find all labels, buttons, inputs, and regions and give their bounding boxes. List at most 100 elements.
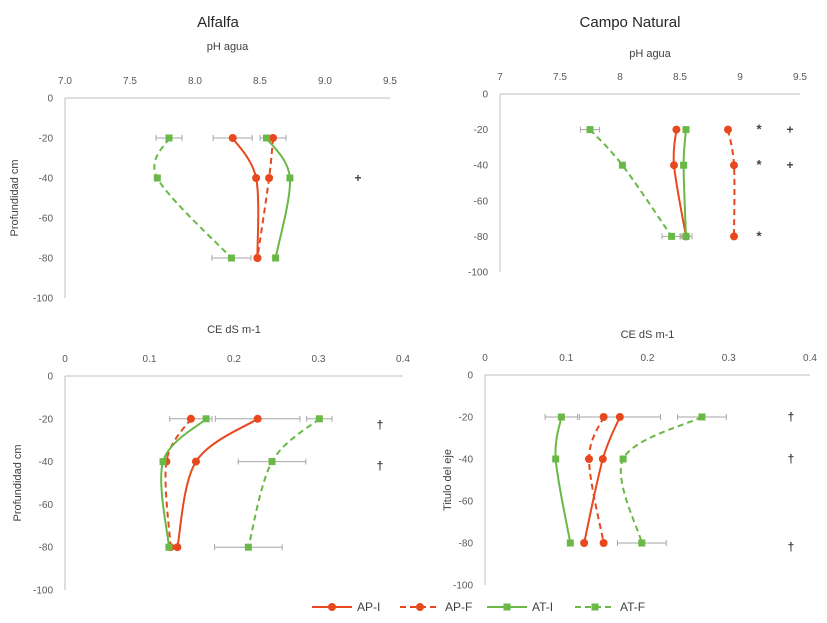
y-tick-label: -20 (39, 414, 54, 425)
data-point-at-i (272, 254, 280, 262)
series-line-ap-f (727, 129, 736, 237)
data-point-ap-f (599, 413, 608, 421)
x-tick-label: 8 (617, 72, 623, 83)
significance-mark: * (756, 157, 762, 172)
data-point-at-f (586, 126, 594, 134)
data-point-ap-i (670, 161, 678, 170)
data-point-at-i (286, 174, 294, 182)
series-line-ap-i (583, 416, 621, 544)
significance-mark: † (377, 418, 384, 432)
x-tick-label: 0.3 (312, 354, 326, 365)
legend-swatch-marker (416, 603, 424, 611)
x-tick-label: 9.5 (793, 72, 807, 83)
y-tick-label: -80 (474, 232, 489, 243)
x-tick-label: 0.2 (227, 354, 241, 365)
y-tick-label: -80 (39, 254, 54, 265)
data-point-ap-f (265, 174, 274, 182)
y-tick-label: -40 (459, 455, 474, 466)
y-tick-label: -80 (39, 543, 54, 554)
data-point-ap-i (252, 174, 261, 182)
data-point-ap-i (253, 414, 262, 423)
legend-label: AT-F (620, 600, 645, 614)
y-tick-label: -60 (459, 497, 474, 508)
data-point-ap-f (724, 125, 732, 134)
data-point-ap-f (730, 161, 738, 170)
legend-swatch-marker (503, 603, 511, 611)
data-point-at-i (682, 126, 690, 134)
y-tick-label: -60 (474, 196, 489, 207)
legend-item-at-i: AT-I (487, 600, 553, 614)
legend: AP-I AP-F AT-I AT-F (312, 600, 645, 614)
data-point-ap-f (730, 232, 738, 241)
y-tick-label: -40 (39, 457, 54, 468)
data-point-ap-i (228, 134, 237, 142)
y-tick-label: -60 (39, 500, 54, 511)
y-tick-label: 0 (47, 372, 53, 383)
data-point-at-i (165, 543, 173, 551)
data-point-at-f (668, 232, 676, 240)
legend-item-at-f: AT-F (575, 600, 645, 614)
x-tick-label: 7.5 (123, 76, 137, 87)
data-point-at-f (638, 539, 646, 547)
series-line-ap-i (176, 417, 259, 548)
series-line-ap-f (587, 416, 605, 544)
y-tick-label: -80 (459, 539, 474, 550)
data-point-at-f (268, 458, 276, 466)
y-axis-label: Profundidad cm (9, 159, 21, 236)
legend-item-ap-f: AP-F (400, 600, 472, 614)
significance-mark: + (786, 158, 793, 172)
x-tick-label: 0.2 (641, 353, 655, 364)
panel-title: pH agua (629, 48, 671, 60)
data-point-at-f (698, 413, 706, 421)
y-tick-label: -100 (33, 586, 53, 597)
data-point-ap-f (253, 254, 262, 262)
series-line-ap-f (256, 137, 274, 259)
data-point-at-f (315, 415, 323, 423)
data-point-ap-i (672, 125, 681, 134)
series-line-at-f (589, 128, 673, 237)
y-tick-label: -20 (39, 134, 54, 145)
series-line-at-i (265, 137, 291, 259)
y-tick-label: -20 (459, 413, 474, 424)
significance-mark: † (788, 452, 795, 466)
series-line-at-i (160, 418, 207, 548)
legend-item-ap-i: AP-I (312, 600, 380, 614)
significance-mark: † (377, 459, 384, 473)
x-tick-label: 0.4 (396, 354, 410, 365)
data-point-ap-i (615, 413, 624, 421)
x-tick-label: 7.0 (58, 76, 72, 87)
significance-mark: + (786, 123, 793, 137)
data-point-at-i (682, 232, 690, 240)
data-point-at-f (619, 455, 627, 463)
panel-title: CE dS m-1 (621, 329, 675, 341)
y-axis-label: Profundidad cm (12, 444, 24, 521)
y-tick-label: 0 (467, 371, 473, 382)
panel-title: CE dS m-1 (207, 324, 261, 336)
significance-mark: * (756, 228, 762, 243)
x-tick-label: 9.0 (318, 76, 332, 87)
x-tick-label: 8.5 (253, 76, 267, 87)
x-tick-label: 0.1 (143, 354, 157, 365)
data-point-at-f (153, 174, 161, 182)
data-point-at-i (263, 134, 270, 142)
x-tick-label: 8.5 (673, 72, 687, 83)
x-tick-label: 9 (737, 72, 743, 83)
data-point-ap-f (599, 539, 608, 547)
data-point-ap-f (585, 455, 593, 463)
data-point-at-i (552, 455, 560, 463)
data-point-ap-f (269, 134, 277, 142)
y-tick-label: -40 (39, 174, 54, 185)
x-tick-label: 0.4 (803, 353, 817, 364)
column-title-alfalfa: Alfalfa (197, 14, 239, 31)
data-point-at-f (244, 543, 252, 551)
chart-panel-4: CE dS m-1 0 0.1 0.2 0.3 0.4 0 -20 -40 -60 -80 -100 T… (442, 329, 817, 592)
y-tick-label: -100 (453, 581, 473, 592)
y-tick-label: 0 (482, 90, 488, 101)
data-point-at-f (165, 134, 173, 142)
y-tick-label: 0 (47, 94, 53, 105)
series-line-ap-f (164, 418, 192, 548)
x-tick-label: 8.0 (188, 76, 202, 87)
x-tick-label: 0.3 (722, 353, 736, 364)
series-line-ap-i (231, 137, 260, 259)
x-tick-label: 7.5 (553, 72, 567, 83)
